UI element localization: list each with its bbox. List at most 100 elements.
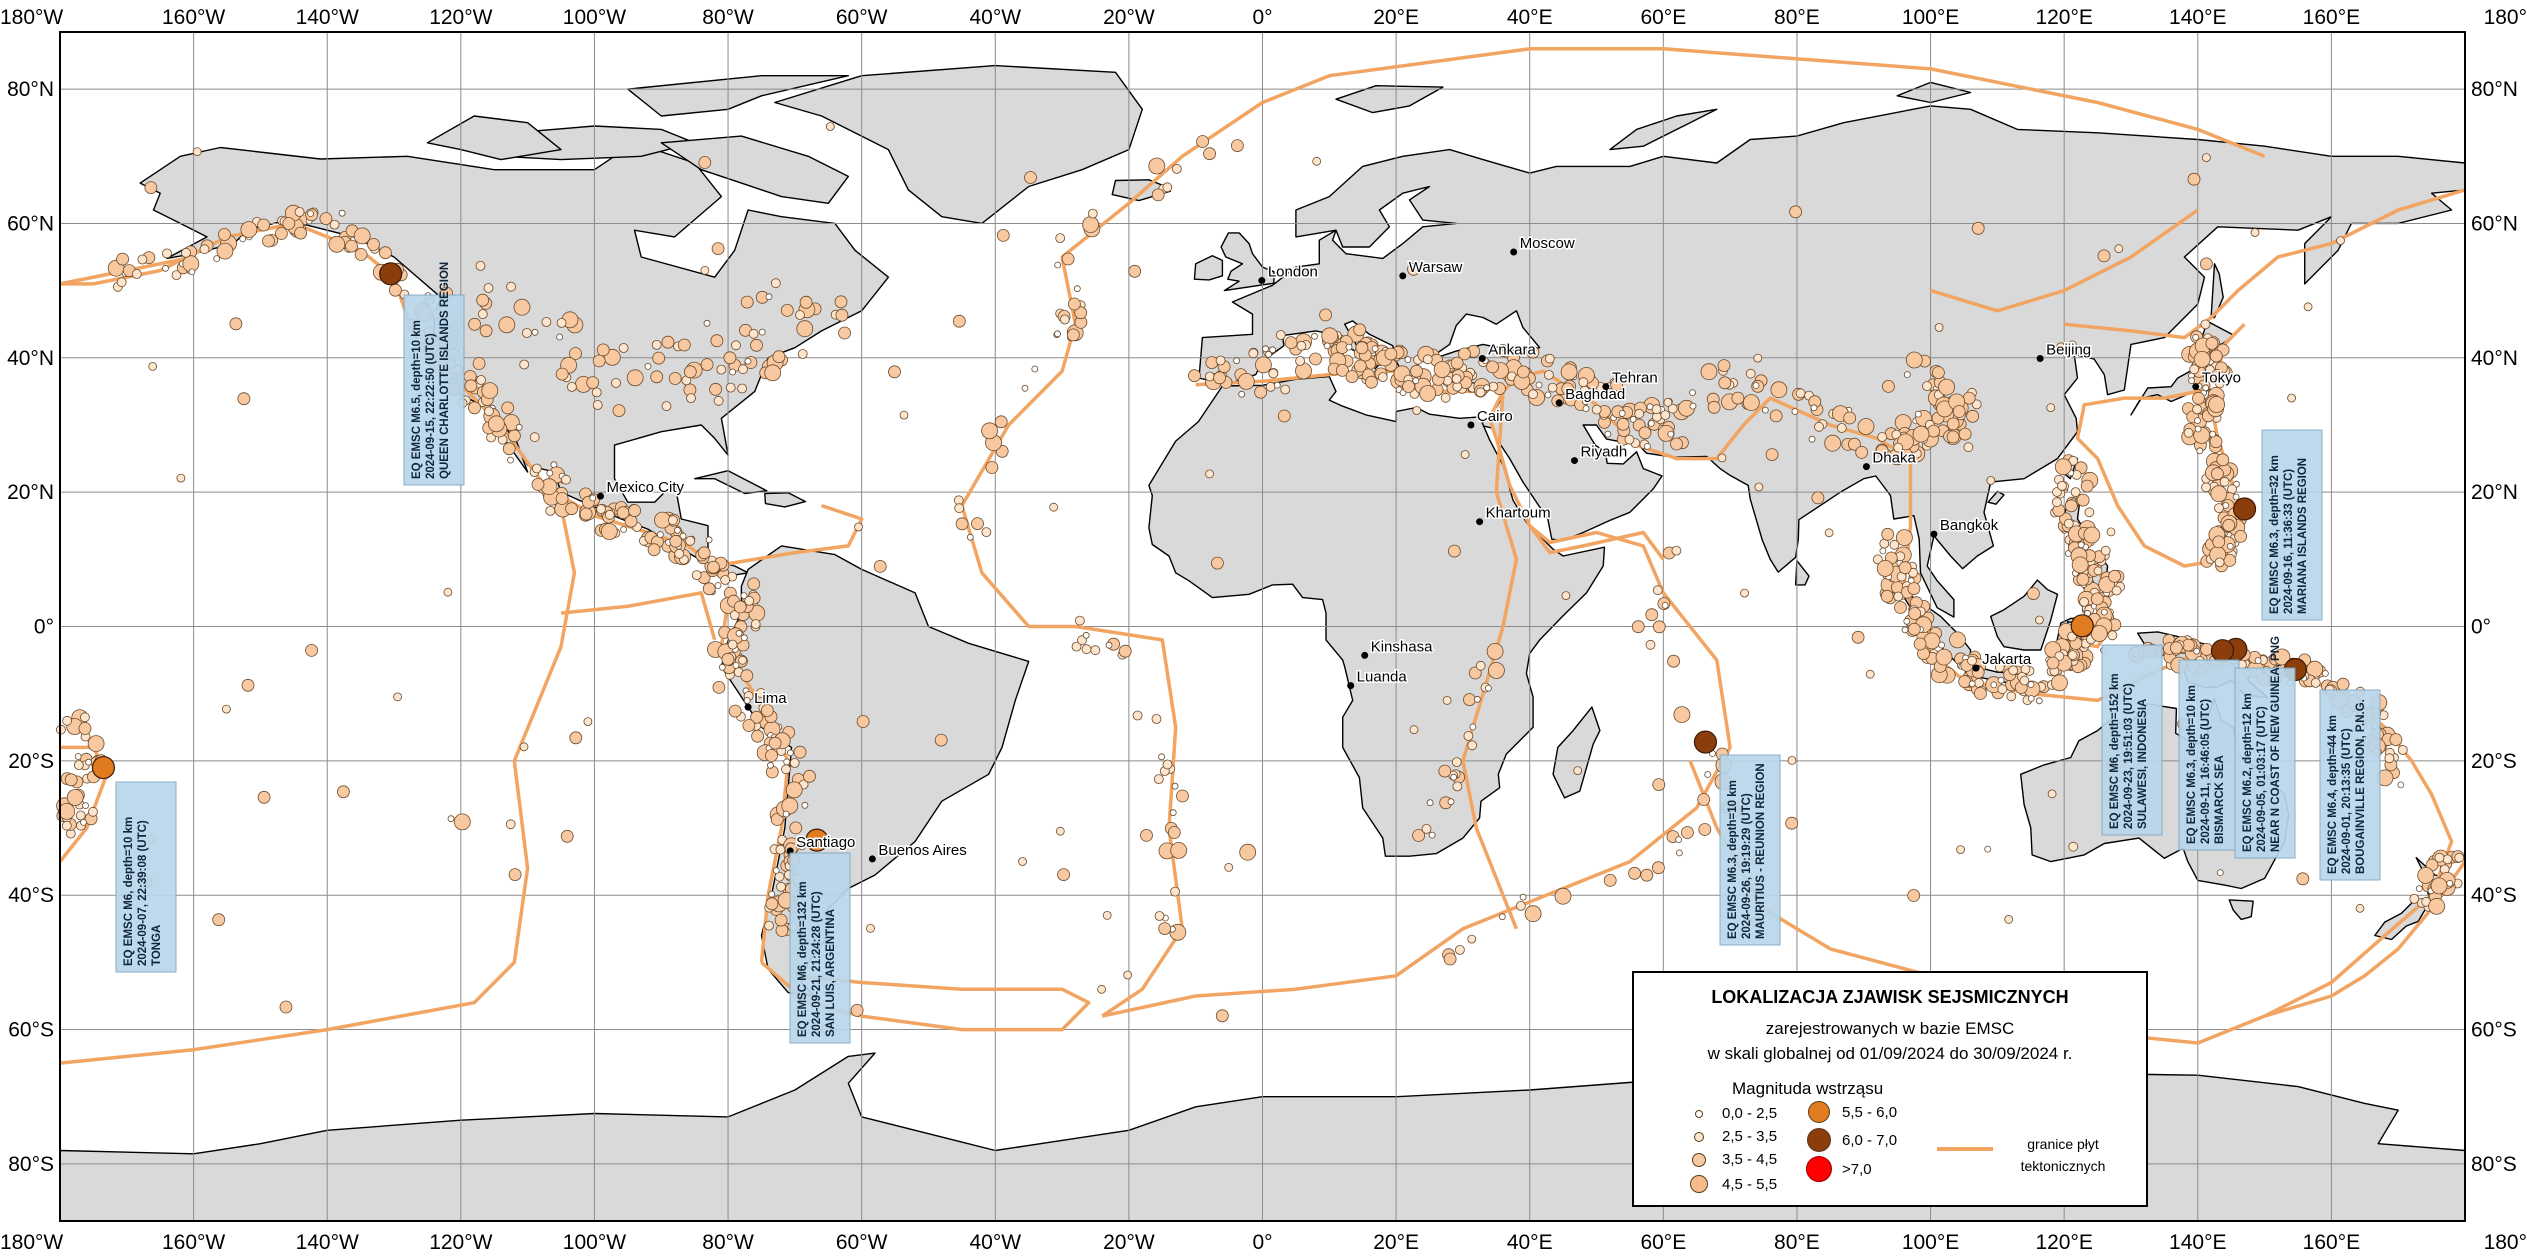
earthquake-point — [799, 295, 813, 309]
earthquake-point — [1604, 430, 1612, 438]
earthquake-point — [1371, 345, 1379, 353]
earthquake-point — [825, 122, 835, 131]
earthquake-point — [2193, 350, 2211, 368]
earthquake-point — [760, 704, 774, 717]
earthquake-point — [2090, 592, 2104, 606]
latitude-label: 20°S — [2471, 750, 2517, 773]
earthquake-point — [955, 517, 969, 531]
earthquake-point — [1498, 913, 1506, 921]
latitude-label: 20°N — [7, 481, 54, 504]
longitude-label: 120°W — [429, 6, 492, 29]
legend-swatch — [1692, 1152, 1706, 1167]
longitude-label: 0° — [1252, 1231, 1272, 1254]
earthquake-point — [780, 303, 794, 317]
earthquake-point — [616, 506, 630, 520]
earthquake-point — [1215, 1009, 1229, 1023]
earthquake-point — [483, 283, 494, 293]
earthquake-point — [2216, 869, 2224, 876]
earthquake-point — [507, 456, 514, 464]
earthquake-point — [2187, 172, 2201, 186]
earthquake-point — [1336, 363, 1349, 377]
earthquake-point — [61, 820, 72, 831]
earthquake-point — [2019, 675, 2030, 686]
earthquake-point — [2051, 497, 2062, 508]
earthquake-point — [1275, 330, 1286, 340]
earthquake-point — [1997, 684, 2008, 695]
callout-line: 2024-09-16, 11:36:33 (UTC) — [2283, 469, 2295, 614]
earthquake-point — [545, 505, 556, 516]
earthquake-point — [476, 375, 487, 385]
earthquake-point — [768, 736, 782, 750]
earthquake-point — [1752, 382, 1760, 389]
earthquake-point — [1717, 453, 1727, 463]
earthquake-point — [1882, 379, 1895, 393]
earthquake-point — [2063, 518, 2074, 529]
earthquake-point — [2192, 333, 2200, 341]
earthquake-point — [479, 324, 493, 338]
earthquake-point — [294, 226, 308, 240]
earthquake-point — [1082, 216, 1099, 234]
earthquake-point — [282, 217, 296, 230]
major-earthquake-point — [91, 755, 116, 780]
earthquake-point — [888, 365, 901, 379]
earthquake-point — [336, 785, 350, 799]
earthquake-point — [58, 803, 76, 820]
longitude-label: 100°W — [563, 6, 626, 29]
earthquake-point — [677, 338, 691, 352]
landmass-victoria-banks — [426, 115, 562, 161]
callout-line: 2024-09-15, 22:22:50 (UTC) — [425, 333, 437, 479]
callout-line: 2024-09-23, 19:51:03 (UTC) — [2123, 683, 2135, 829]
legend-swatch — [1808, 1101, 1830, 1123]
earthquake-point — [1785, 816, 1799, 830]
earthquake-point — [1176, 789, 1189, 803]
longitude-label: 160°E — [2303, 6, 2360, 29]
earthquake-point — [274, 227, 288, 240]
callout-box — [789, 852, 851, 1044]
city-dot — [1361, 651, 1369, 659]
earthquake-point — [1624, 434, 1635, 445]
earthquake-point — [338, 209, 346, 217]
earthquake-point — [579, 507, 593, 521]
earthquake-point — [1412, 829, 1425, 842]
earthquake-point — [2051, 674, 2068, 692]
earthquake-point — [388, 283, 402, 297]
landmass-baffin — [660, 135, 849, 204]
earthquake-point — [994, 415, 1008, 429]
earthquake-point — [513, 298, 531, 316]
earthquake-point — [1573, 766, 1583, 775]
plate-boundary-16 — [1930, 208, 2199, 313]
city-dot — [1467, 421, 1475, 429]
event-callout: EQ EMSC M6.3, depth=32 km 2024-09-16, 11:… — [2261, 429, 2323, 621]
earthquake-point — [1578, 377, 1589, 388]
earthquake-point — [1717, 359, 1731, 373]
earthquake-point — [1224, 863, 1234, 872]
earthquake-point — [468, 317, 482, 331]
earthquake-point — [697, 546, 711, 560]
earthquake-point — [1495, 346, 1503, 354]
longitude-label: 120°E — [2035, 1231, 2092, 1254]
earthquake-point — [2070, 487, 2081, 498]
earthquake-point — [541, 317, 552, 327]
earthquake-point — [1914, 410, 1922, 418]
earthquake-point — [1345, 343, 1353, 351]
earthquake-point — [2397, 745, 2408, 755]
earthquake-point — [1879, 547, 1887, 555]
earthquake-point — [710, 334, 724, 348]
legend-class-label: 4,5 - 5,5 — [1722, 1175, 1778, 1193]
earthquake-point — [1162, 182, 1173, 193]
earthquake-point — [2169, 641, 2183, 655]
city-label: Riyadh — [1580, 444, 1627, 461]
callout-text-group: EQ EMSC M6, depth=132 km 2024-09-21, 21:2… — [797, 881, 837, 1037]
earthquake-point — [2214, 557, 2225, 568]
callout-line: BISMARCK SEA — [2214, 755, 2226, 844]
earthquake-point — [148, 361, 158, 371]
earthquake-point — [1024, 171, 1037, 184]
earthquake-point — [2196, 447, 2204, 455]
earthquake-point — [1787, 756, 1797, 765]
earthquake-point — [1151, 714, 1162, 724]
earthquake-point — [1215, 355, 1226, 366]
earthquake-point — [740, 634, 748, 642]
earthquake-point — [1447, 798, 1455, 806]
map-frame — [59, 31, 2466, 1222]
major-earthquake-point — [1693, 730, 1718, 754]
